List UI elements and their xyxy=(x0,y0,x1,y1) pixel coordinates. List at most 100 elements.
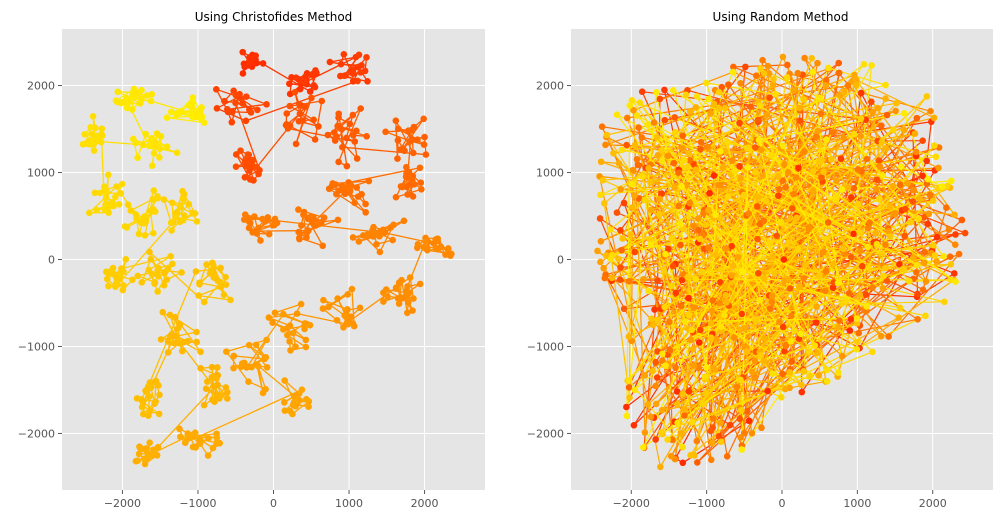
city-point xyxy=(395,137,402,144)
city-point xyxy=(678,303,685,310)
city-point xyxy=(956,251,963,258)
city-point xyxy=(890,127,897,134)
city-point xyxy=(839,186,846,193)
city-point xyxy=(850,231,857,238)
city-point xyxy=(716,182,723,189)
city-point xyxy=(651,306,658,313)
city-point xyxy=(920,287,927,294)
city-point xyxy=(263,337,270,344)
city-point xyxy=(859,263,866,270)
city-point xyxy=(670,263,677,270)
city-point xyxy=(868,62,875,69)
city-point xyxy=(421,134,428,141)
city-point xyxy=(333,133,340,140)
city-point xyxy=(302,79,309,86)
city-point xyxy=(709,297,716,304)
city-point xyxy=(737,175,744,182)
city-point xyxy=(99,125,106,132)
city-point xyxy=(713,252,720,259)
city-point xyxy=(294,310,301,317)
city-point xyxy=(914,316,921,323)
city-point xyxy=(722,105,729,112)
city-point xyxy=(197,108,204,115)
city-point xyxy=(759,173,766,180)
city-point xyxy=(642,372,649,379)
city-point xyxy=(913,269,920,276)
city-point xyxy=(952,241,959,248)
city-point xyxy=(769,293,776,300)
city-point xyxy=(759,57,766,64)
city-point xyxy=(788,338,795,345)
city-point xyxy=(139,404,146,411)
city-point xyxy=(761,217,768,224)
city-point xyxy=(201,299,208,306)
city-point xyxy=(865,225,872,232)
city-point xyxy=(851,185,858,192)
city-point xyxy=(654,317,661,324)
city-point xyxy=(721,312,728,319)
city-point xyxy=(744,145,751,152)
city-point xyxy=(315,123,322,130)
city-point xyxy=(617,186,624,193)
city-point xyxy=(761,335,768,342)
city-point xyxy=(255,171,262,178)
city-point xyxy=(662,251,669,258)
city-point xyxy=(776,318,783,325)
city-point xyxy=(101,183,108,190)
city-point xyxy=(823,136,830,143)
city-point xyxy=(679,444,686,451)
city-point xyxy=(237,147,244,154)
city-point xyxy=(694,459,701,466)
city-point xyxy=(932,252,939,259)
city-point xyxy=(189,210,196,217)
city-point xyxy=(682,406,689,413)
city-point xyxy=(137,444,144,451)
city-point xyxy=(618,247,625,254)
city-point xyxy=(81,131,88,138)
city-point xyxy=(174,338,181,345)
city-point xyxy=(293,74,300,81)
city-point xyxy=(798,331,805,338)
city-point xyxy=(782,386,789,393)
city-point xyxy=(349,70,356,77)
city-point xyxy=(180,196,187,203)
city-point xyxy=(647,241,654,248)
city-point xyxy=(232,100,239,107)
city-point xyxy=(600,177,607,184)
y-tick-label: −1000 xyxy=(527,340,564,353)
city-point xyxy=(398,277,405,284)
city-point xyxy=(718,323,725,330)
city-point xyxy=(901,233,908,240)
city-point xyxy=(796,105,803,112)
city-point xyxy=(297,110,304,117)
city-point xyxy=(337,125,344,132)
city-point xyxy=(842,297,849,304)
city-point xyxy=(295,229,302,236)
city-point xyxy=(775,173,782,180)
city-point xyxy=(269,319,276,326)
city-point xyxy=(818,110,825,117)
city-point xyxy=(214,434,221,441)
city-point xyxy=(689,419,696,426)
city-point xyxy=(229,119,236,126)
city-point xyxy=(825,65,832,72)
city-point xyxy=(260,390,267,397)
city-point xyxy=(264,364,271,371)
city-point xyxy=(856,292,863,299)
city-point xyxy=(213,375,220,382)
x-tick-label: 0 xyxy=(270,497,277,510)
city-point xyxy=(653,401,660,408)
city-point xyxy=(638,134,645,141)
city-point xyxy=(151,280,158,287)
city-point xyxy=(626,394,633,401)
city-point xyxy=(901,127,908,134)
city-point xyxy=(214,364,221,371)
city-point xyxy=(251,213,258,220)
city-point xyxy=(664,153,671,160)
city-point xyxy=(250,177,257,184)
city-point xyxy=(830,129,837,136)
city-point xyxy=(902,206,909,213)
city-point xyxy=(764,111,771,118)
city-point xyxy=(879,250,886,257)
